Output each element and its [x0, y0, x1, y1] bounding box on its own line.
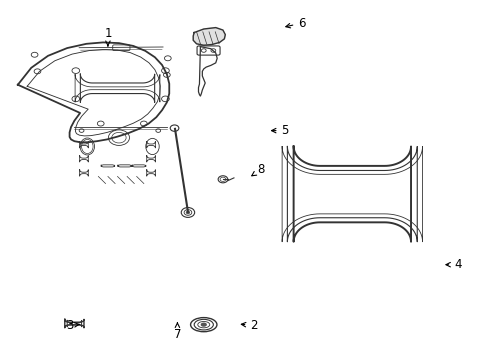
- Text: 6: 6: [285, 17, 305, 30]
- Circle shape: [186, 211, 189, 213]
- Text: 5: 5: [271, 124, 288, 137]
- Text: 3: 3: [66, 319, 79, 332]
- Polygon shape: [193, 28, 225, 45]
- Text: 4: 4: [445, 258, 461, 271]
- Text: 8: 8: [251, 163, 264, 176]
- Text: 2: 2: [241, 319, 257, 332]
- Text: 1: 1: [104, 27, 111, 46]
- Ellipse shape: [201, 323, 206, 326]
- Text: 7: 7: [173, 323, 181, 341]
